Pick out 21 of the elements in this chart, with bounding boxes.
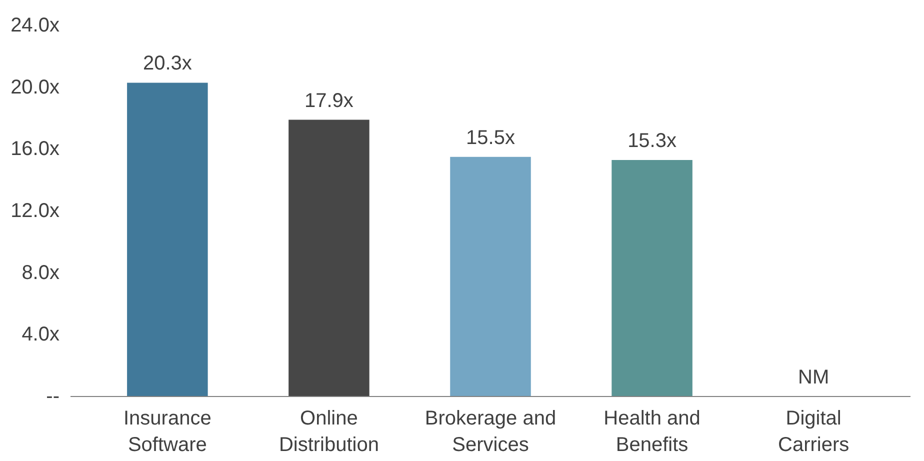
text: NM: [798, 366, 830, 388]
data-label: 15.3x: [628, 130, 677, 152]
data-label: 20.3x: [142, 52, 192, 75]
x-tick-label: Brokerage and Services: [424, 408, 556, 456]
bar: [612, 160, 692, 396]
data-label: 17.9x: [304, 90, 354, 112]
y-tick-label: 16.0x: [10, 138, 60, 160]
bar: [450, 156, 531, 396]
bar: [127, 82, 208, 396]
y-tick-label: 8.0x: [22, 262, 60, 284]
y-tick-label: 12.0x: [10, 200, 60, 222]
x-tick-label: Health and Benefits: [604, 408, 700, 456]
bar: [288, 120, 370, 396]
data-label: 15.5x: [466, 126, 515, 149]
y-tick-label: 24.0x: [10, 14, 60, 36]
x-tick-label: Online Distribution: [278, 408, 379, 456]
y-tick-label: 20.0x: [10, 76, 60, 98]
x-tick-label: Insurance Software: [124, 408, 212, 456]
y-tick-label: 4.0x: [22, 324, 60, 346]
y-tick-label: --: [46, 386, 60, 408]
x-tick-label: Digital Carriers: [778, 408, 850, 456]
